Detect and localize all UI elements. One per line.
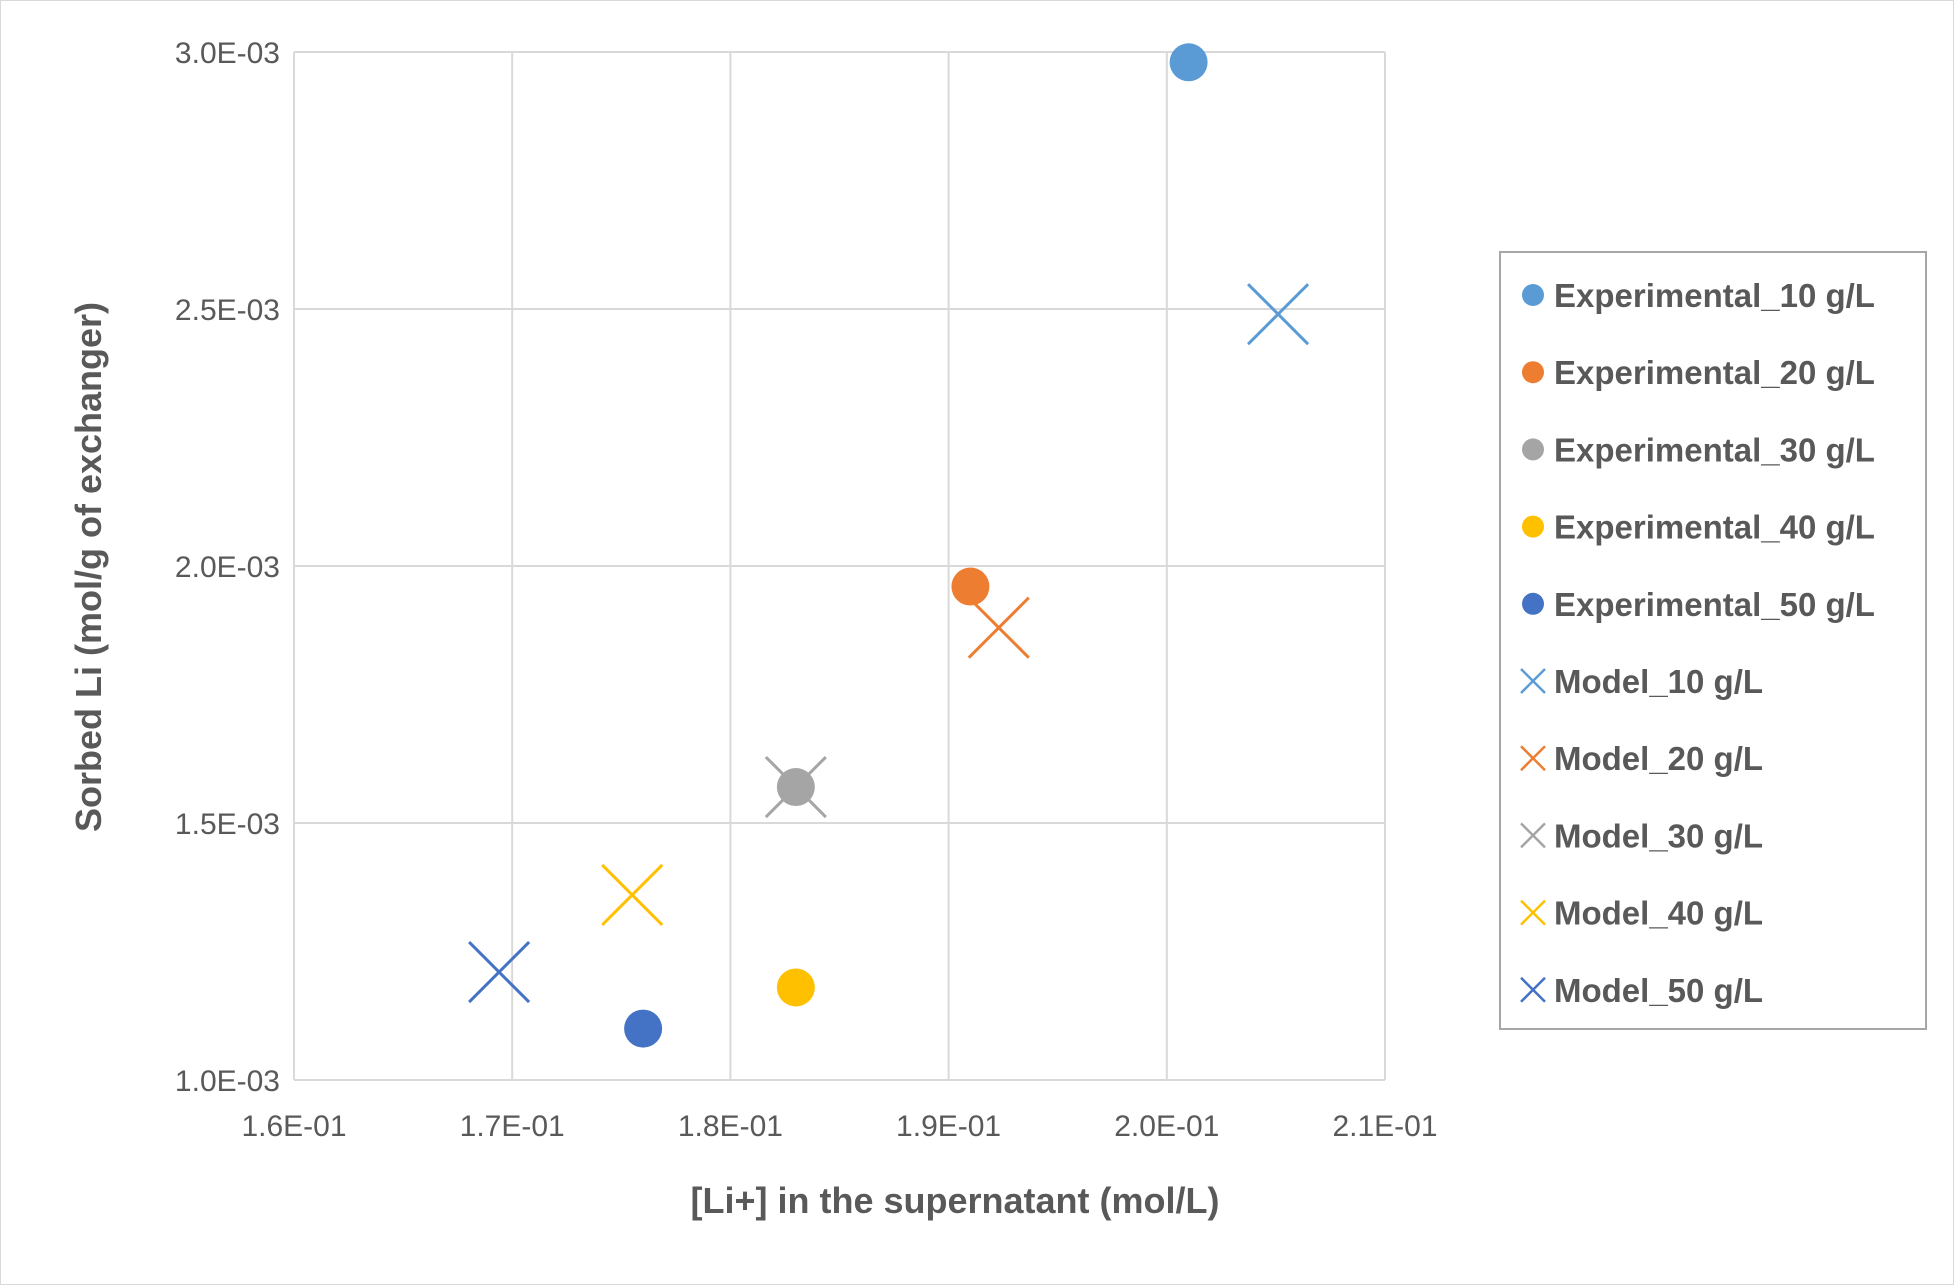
legend-label: Model_40 g/L bbox=[1554, 895, 1763, 932]
legend: Experimental_10 g/L Experimental_20 g/L Ex… bbox=[1499, 251, 1927, 1030]
legend-cross-marker bbox=[1520, 976, 1546, 1003]
y-tick-label: 2.5E-03 bbox=[175, 294, 280, 327]
legend-circle-marker bbox=[1522, 515, 1544, 538]
legend-circle-marker bbox=[1522, 592, 1544, 615]
legend-item: Experimental_50 g/L bbox=[1522, 586, 1875, 623]
legend-label: Experimental_20 g/L bbox=[1554, 354, 1875, 391]
x-tick-label: 2.0E-01 bbox=[1114, 1110, 1219, 1143]
legend-label: Experimental_40 g/L bbox=[1554, 509, 1875, 546]
data-point-cross bbox=[1247, 283, 1310, 346]
legend-item: Experimental_10 g/L bbox=[1522, 277, 1875, 314]
legend-item: Experimental_30 g/L bbox=[1522, 431, 1875, 468]
data-point-circle bbox=[624, 1009, 663, 1048]
legend-item: Model_10 g/L bbox=[1520, 663, 1763, 700]
legend-label: Model_10 g/L bbox=[1554, 663, 1763, 700]
legend-label: Experimental_10 g/L bbox=[1554, 277, 1875, 314]
legend-cross-marker bbox=[1520, 745, 1546, 772]
legend-label: Experimental_50 g/L bbox=[1554, 586, 1875, 623]
legend-circle-marker bbox=[1522, 284, 1544, 306]
legend-circle-marker bbox=[1522, 361, 1544, 384]
legend-items: Experimental_10 g/L Experimental_20 g/L Ex… bbox=[1520, 277, 1875, 1009]
legend-box bbox=[1499, 251, 1927, 1030]
y-tick-label: 2.0E-03 bbox=[175, 551, 280, 584]
legend-label: Model_30 g/L bbox=[1554, 817, 1763, 854]
x-tick-label: 1.7E-01 bbox=[460, 1110, 565, 1143]
data-point-cross bbox=[967, 596, 1030, 659]
legend-label: Model_50 g/L bbox=[1554, 972, 1763, 1009]
legend-circle-marker bbox=[1522, 438, 1544, 461]
data-point-cross bbox=[468, 940, 531, 1004]
y-tick-label: 1.0E-03 bbox=[175, 1065, 280, 1098]
legend-label: Model_20 g/L bbox=[1554, 740, 1763, 777]
legend-item: Experimental_40 g/L bbox=[1522, 509, 1875, 546]
legend-item: Experimental_20 g/L bbox=[1522, 354, 1875, 391]
y-axis-title: Sorbed Li (mol/g of exchanger) bbox=[68, 302, 109, 832]
data-point-cross bbox=[764, 755, 827, 819]
grid-lines bbox=[293, 51, 1386, 1081]
x-axis-title: [Li+] in the supernatant (mol/L) bbox=[691, 1180, 1220, 1221]
x-tick-label: 1.9E-01 bbox=[896, 1110, 1001, 1143]
legend-cross-marker bbox=[1520, 668, 1546, 694]
data-point-circle bbox=[776, 968, 815, 1007]
data-points bbox=[468, 43, 1310, 1048]
legend-label: Experimental_30 g/L bbox=[1554, 431, 1875, 468]
legend-item: Model_50 g/L bbox=[1520, 972, 1763, 1009]
x-tick-label: 1.6E-01 bbox=[241, 1110, 346, 1143]
data-point-circle bbox=[951, 567, 990, 606]
legend-item: Model_20 g/L bbox=[1520, 740, 1763, 777]
y-tick-label: 1.5E-03 bbox=[175, 808, 280, 841]
data-point-cross bbox=[601, 863, 664, 927]
x-tick-label: 1.8E-01 bbox=[678, 1110, 783, 1143]
legend-item: Model_40 g/L bbox=[1520, 895, 1763, 932]
x-tick-label: 2.1E-01 bbox=[1332, 1110, 1437, 1143]
legend-cross-marker bbox=[1520, 899, 1546, 926]
legend-item: Model_30 g/L bbox=[1520, 817, 1763, 854]
axis-tick-labels: 1.6E-01 1.7E-01 1.8E-01 1.9E-01 2.0E-01 2.1E-… bbox=[175, 37, 1438, 1143]
data-point-circle bbox=[1169, 43, 1208, 82]
y-tick-label: 3.0E-03 bbox=[175, 37, 280, 70]
legend-cross-marker bbox=[1520, 822, 1546, 849]
